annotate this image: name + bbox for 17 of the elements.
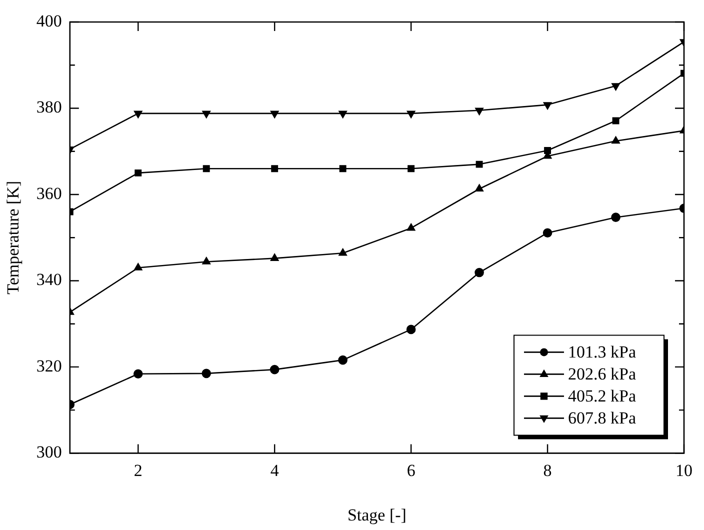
legend-label: 607.8 kPa <box>568 408 636 428</box>
x-axis-title: Stage [-] <box>347 505 406 524</box>
y-tick-label: 340 <box>36 270 62 290</box>
y-tick-label: 380 <box>36 98 62 117</box>
y-tick-label: 320 <box>36 356 62 376</box>
legend-label: 202.6 kPa <box>568 364 636 384</box>
y-tick-label: 360 <box>36 184 62 203</box>
legend-label: 405.2 kPa <box>568 386 636 406</box>
y-tick-label: 400 <box>36 11 62 30</box>
x-tick-label: 8 <box>543 460 552 480</box>
y-axis-title: Temperature [K] <box>4 180 23 294</box>
y-tick-label: 300 <box>36 442 62 462</box>
x-tick-label: 10 <box>676 460 692 480</box>
x-tick-label: 6 <box>406 460 416 480</box>
x-tick-label: 2 <box>134 460 142 480</box>
legend-label: 101.3 kPa <box>568 342 636 362</box>
x-tick-label: 4 <box>270 460 280 480</box>
